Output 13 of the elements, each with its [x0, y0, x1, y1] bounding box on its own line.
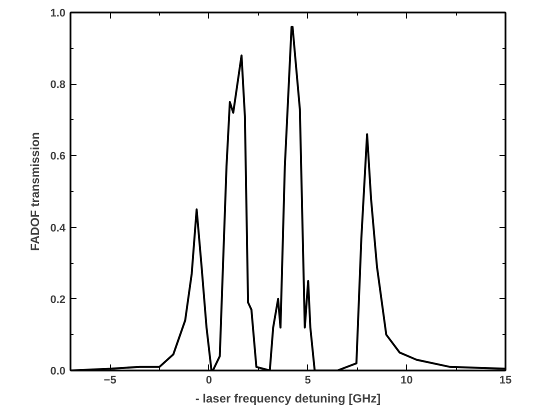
x-tick-label: 10	[400, 374, 413, 386]
y-axis-title: FADOF transmission	[28, 132, 42, 251]
y-tick-label: 0.4	[50, 222, 66, 234]
y-tick-label: 1.0	[50, 8, 66, 20]
x-tick-label: 5	[304, 374, 311, 386]
y-tick-label: 0.8	[50, 79, 66, 92]
x-tick-label: 0	[206, 374, 212, 386]
x-tick-label: −5	[104, 374, 116, 386]
y-tick-label: 0.6	[50, 150, 66, 163]
x-axis-title: - laser frequency detuning [GHz]	[195, 392, 381, 406]
y-tick-label: 0.0	[50, 366, 66, 378]
y-tick-label: 0.2	[50, 294, 66, 306]
x-tick-label: 15	[499, 374, 512, 386]
